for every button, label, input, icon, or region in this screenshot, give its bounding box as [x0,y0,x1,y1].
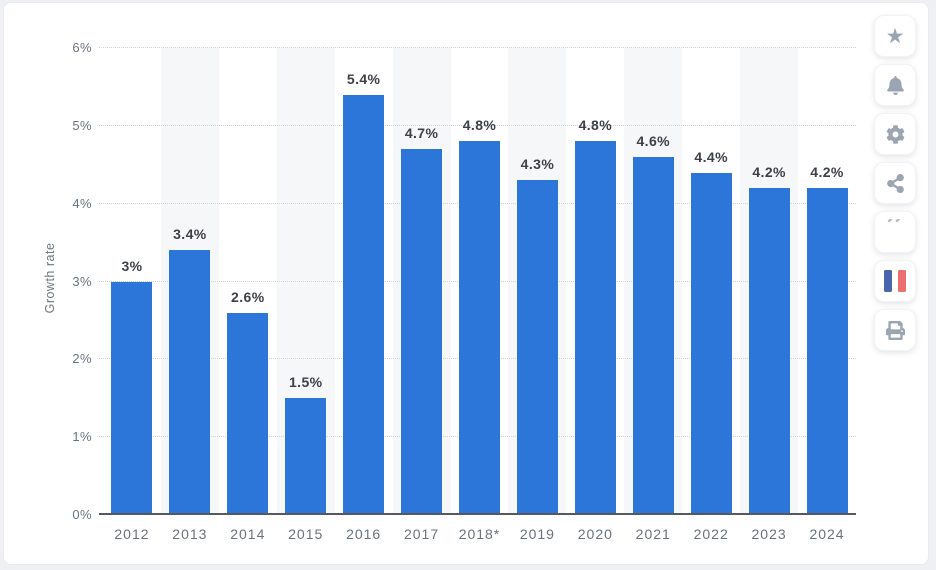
settings-button[interactable] [874,113,916,155]
bar[interactable] [459,141,500,515]
bar[interactable] [516,180,558,515]
x-tick-label: 2017 [403,526,440,542]
bar[interactable] [401,149,443,515]
bar-value-label: 1.5% [288,374,323,391]
share-icon [886,173,905,193]
bar-value-label: 4.4% [694,148,728,165]
bar-value-label: 2.6% [231,288,265,305]
gridline [99,124,856,126]
bar-value-label: 4.7% [404,125,439,142]
bar[interactable] [343,94,385,515]
x-tick-label: 2013 [172,526,208,542]
french-flag-icon [884,270,906,292]
bar-value-label: 4.8% [578,117,613,134]
y-tick-label: 2% [72,351,92,367]
bar-value-label: 3.4% [173,226,207,243]
star-icon: ★ [885,24,905,48]
x-tick-label: 2022 [693,526,729,542]
x-tick-label: 2023 [751,526,787,542]
x-tick-label: 2021 [635,526,671,542]
bar-value-label: 4.2% [752,164,786,181]
bar[interactable] [227,312,269,515]
bar-value-label: 5.4% [346,70,381,87]
bar[interactable] [748,188,790,515]
x-tick-label: 2024 [809,526,845,542]
print-icon [885,320,905,340]
x-tick-label: 2020 [577,526,613,542]
x-tick-label: 2014 [230,526,266,542]
share-button[interactable] [874,162,916,204]
quote-icon: ” [884,219,906,245]
bar-value-label: 4.3% [520,156,555,173]
bar[interactable] [632,156,674,515]
notification-button[interactable] [874,64,916,106]
citation-button[interactable]: ” [874,211,916,253]
y-tick-label: 4% [72,195,92,211]
x-tick-label: 2019 [519,526,555,542]
bar[interactable] [285,398,327,515]
bell-icon [886,75,905,95]
y-tick-label: 3% [72,273,92,289]
y-tick-label: 1% [72,429,92,445]
language-button[interactable] [874,260,916,302]
favorite-button[interactable]: ★ [874,15,916,57]
x-tick-label: 2016 [346,526,382,542]
print-button[interactable] [874,309,916,351]
x-tick-label: 2012 [114,526,150,542]
bar-value-label: 3% [121,257,143,274]
bar[interactable] [690,172,732,515]
bar[interactable] [574,141,616,515]
bar-value-label: 4.2% [810,164,844,181]
gridline [99,47,856,48]
y-tick-label: 6% [72,40,92,55]
bar-value-label: 4.8% [462,117,497,134]
y-tick-label: 5% [72,117,92,133]
y-tick-label: 0% [72,507,92,522]
x-tick-label: 2018* [458,526,501,542]
bar[interactable] [806,188,848,515]
bar[interactable] [169,250,211,515]
bar-value-label: 4.6% [636,132,671,149]
x-axis-line [99,513,856,515]
x-tick-label: 2015 [288,526,324,542]
bar[interactable] [111,281,153,515]
gear-icon [886,124,905,144]
